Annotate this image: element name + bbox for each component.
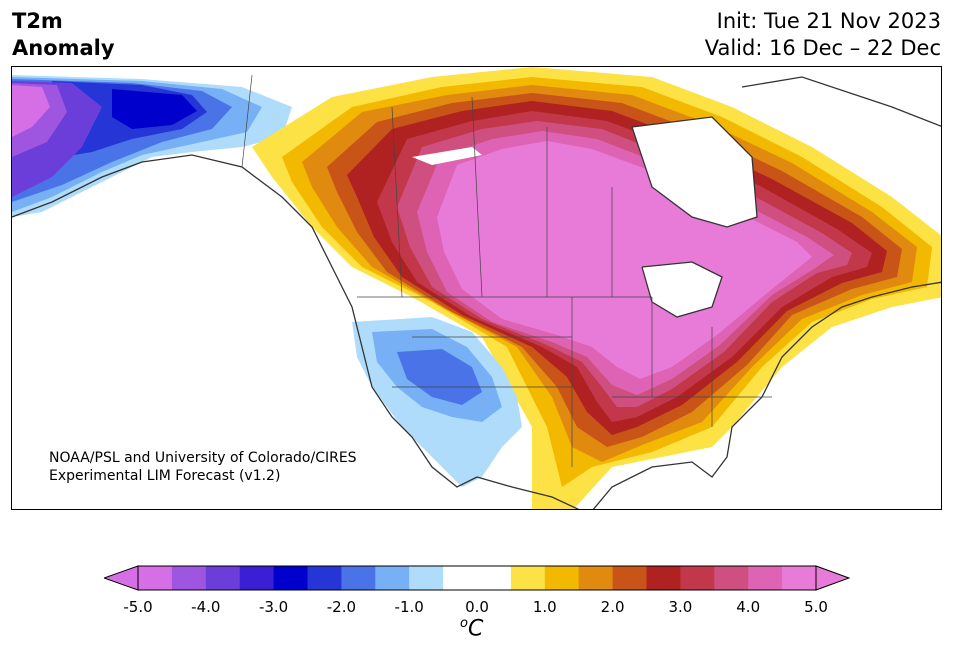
colorbar-tick-label: 4.0 bbox=[736, 598, 761, 616]
colorbar-tick-label: 2.0 bbox=[600, 598, 625, 616]
credit-line-2: Experimental LIM Forecast (v1.2) bbox=[49, 468, 281, 484]
colorbar-tick-label: -4.0 bbox=[191, 598, 221, 616]
colorbar-segment bbox=[273, 566, 308, 590]
data-credit: NOAA/PSL and University of Colorado/CIRE… bbox=[49, 449, 357, 485]
colorbar-segment bbox=[714, 566, 749, 590]
colorbar-segment bbox=[239, 566, 275, 590]
forecast-dates: Init: Tue 21 Nov 2023 Valid: 16 Dec – 22… bbox=[705, 8, 941, 62]
colorbar-tick-label: -3.0 bbox=[258, 598, 289, 616]
colorbar-segments bbox=[138, 566, 817, 590]
colorbar-segment bbox=[138, 566, 173, 590]
colorbar-segment bbox=[680, 566, 715, 590]
colorbar-tick-label: -2.0 bbox=[326, 598, 357, 616]
colorbar-segment bbox=[307, 566, 342, 590]
colorbar-tick-label: 0.0 bbox=[465, 598, 489, 616]
colorbar-segment bbox=[748, 566, 783, 590]
colorbar-segment bbox=[646, 566, 681, 590]
anomaly-map bbox=[11, 66, 942, 510]
southwest-cool-region bbox=[352, 317, 522, 487]
colorbar-tick-label: -5.0 bbox=[123, 598, 153, 616]
colorbar-segment bbox=[375, 566, 410, 590]
alaska-cold-region bbox=[12, 75, 292, 217]
unit-degree: o bbox=[460, 616, 468, 631]
warm-anomaly-region bbox=[252, 67, 941, 509]
colorbar-segment bbox=[341, 566, 376, 590]
colorbar-segment bbox=[443, 566, 478, 590]
colorbar bbox=[104, 565, 850, 591]
colorbar-segment bbox=[578, 566, 614, 590]
valid-date-label: Valid: 16 Dec – 22 Dec bbox=[704, 36, 941, 60]
political-borders bbox=[241, 74, 772, 467]
colorbar-segment bbox=[205, 566, 241, 590]
credit-line-1: NOAA/PSL and University of Colorado/CIRE… bbox=[49, 450, 357, 466]
colorbar-segment bbox=[510, 566, 546, 590]
title-line-1: T2m bbox=[12, 9, 63, 33]
colorbar-outline bbox=[137, 565, 817, 591]
colorbar-segment bbox=[782, 566, 817, 590]
unit-letter: C bbox=[467, 616, 484, 642]
map-title: T2m Anomaly bbox=[12, 8, 115, 62]
colorbar-segment bbox=[409, 566, 444, 590]
colorbar-ticks: -5.0 -4.0 -3.0 -2.0 -1.0 0.0 1.0 2.0 3.0 4.0 5.0 bbox=[0, 598, 953, 618]
title-line-2: Anomaly bbox=[12, 36, 115, 60]
colorbar-unit: oC bbox=[460, 616, 483, 641]
colorbar-tick-label: 5.0 bbox=[804, 598, 828, 616]
colorbar-tick-label: 1.0 bbox=[532, 598, 557, 616]
colorbar-tick-label: 3.0 bbox=[668, 598, 693, 616]
colorbar-low-extend bbox=[104, 565, 139, 591]
colorbar-high-extend bbox=[815, 565, 850, 591]
water-bodies bbox=[412, 77, 941, 317]
map-canvas bbox=[12, 67, 941, 509]
init-date-label: Init: Tue 21 Nov 2023 bbox=[716, 9, 941, 33]
colorbar-segment bbox=[477, 566, 512, 590]
colorbar-tick-label: -1.0 bbox=[394, 598, 424, 616]
colorbar-segment bbox=[171, 566, 207, 590]
colorbar-segment bbox=[612, 566, 647, 590]
colorbar-segment bbox=[544, 566, 580, 590]
